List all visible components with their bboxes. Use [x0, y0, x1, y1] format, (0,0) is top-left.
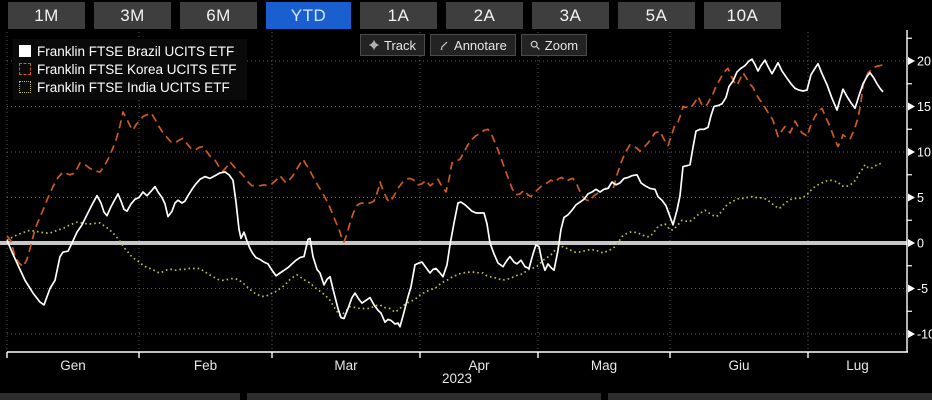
period-button-5a[interactable]: 5A [618, 2, 695, 29]
x-axis-label-mar: Mar [334, 358, 358, 373]
bottom-panel-segment-1 [247, 393, 601, 400]
period-button-10a[interactable]: 10A [704, 2, 781, 29]
y-tick-arrow-icon [908, 57, 915, 65]
x-axis-label-apr: Apr [468, 358, 490, 373]
bottom-panel-segment-2 [608, 393, 932, 400]
series-line-india [6, 161, 884, 317]
track-button[interactable]: Track [360, 34, 426, 56]
x-axis-label-gen: Gen [60, 358, 86, 373]
legend-item-0[interactable]: Franklin FTSE Brazil UCITS ETF [19, 42, 237, 60]
y-axis-label--5: -5 [917, 282, 928, 296]
x-axis-label-lug: Lug [846, 358, 869, 373]
dotted-line-swatch-icon [19, 81, 31, 93]
zoom-button[interactable]: Zoom [520, 34, 588, 56]
y-tick-arrow-icon [908, 193, 915, 202]
chart-toolbar: Track Annotare Zoom [360, 34, 588, 56]
y-axis-label--10: -10 [917, 328, 932, 342]
legend-item-2[interactable]: Franklin FTSE India UCITS ETF [19, 78, 237, 96]
solid-line-swatch-icon [19, 45, 31, 57]
legend-label: Franklin FTSE Brazil UCITS ETF [37, 43, 235, 59]
year-label: 2023 [442, 371, 472, 386]
y-tick-arrow-icon [908, 239, 915, 247]
legend-item-1[interactable]: Franklin FTSE Korea UCITS ETF [19, 60, 237, 78]
y-axis-label-20: 20 [917, 55, 931, 69]
legend-label: Franklin FTSE Korea UCITS ETF [37, 61, 237, 77]
period-button-3a[interactable]: 3A [532, 2, 609, 29]
x-gridlines [6, 32, 809, 352]
track-crosshair-icon [369, 40, 379, 50]
series-line-brazil [6, 58, 884, 328]
bottom-panel-segment-0 [0, 393, 240, 400]
zoom-magnifier-icon [530, 40, 540, 50]
y-axis-label-15: 15 [917, 100, 931, 114]
month-labels: Gen Feb Mar Apr Mag Giu Lug 2023 [60, 358, 869, 386]
y-tick-arrow-icon [908, 284, 915, 293]
chart-legend: Franklin FTSE Brazil UCITS ETF Franklin F… [13, 39, 247, 100]
period-button-1a[interactable]: 1A [360, 2, 437, 29]
y-tick-arrow-icon [908, 102, 915, 111]
y-axis-labels: 20 15 10 5 0 -5 -10 [907, 37, 932, 342]
y-axis-label-10: 10 [917, 146, 931, 160]
y-gridlines [7, 60, 907, 335]
period-selector: 1M 3M 6M YTD 1A 2A 3A 5A 10A [8, 2, 781, 29]
dashed-line-swatch-icon [19, 63, 31, 75]
y-tick-arrow-icon [908, 148, 915, 156]
x-axis-label-giu: Giu [728, 358, 749, 373]
period-button-6m[interactable]: 6M [180, 2, 257, 29]
series-line-korea [6, 63, 885, 268]
period-button-ytd[interactable]: YTD [266, 2, 351, 29]
legend-label: Franklin FTSE India UCITS ETF [37, 79, 230, 95]
x-axis-label-feb: Feb [194, 358, 217, 373]
toolbar-button-label: Annotare [454, 37, 507, 53]
annotate-pencil-icon [440, 41, 448, 50]
annotare-button[interactable]: Annotare [430, 34, 516, 56]
period-button-1m[interactable]: 1M [8, 2, 85, 29]
y-tick-arrow-icon [908, 330, 915, 338]
period-button-2a[interactable]: 2A [446, 2, 523, 29]
toolbar-button-label: Track [384, 37, 417, 53]
x-axis-label-mag: Mag [591, 358, 617, 373]
period-button-3m[interactable]: 3M [94, 2, 171, 29]
toolbar-button-label: Zoom [544, 37, 579, 53]
y-axis-label-5: 5 [917, 191, 924, 205]
y-axis-label-0: 0 [917, 237, 924, 251]
